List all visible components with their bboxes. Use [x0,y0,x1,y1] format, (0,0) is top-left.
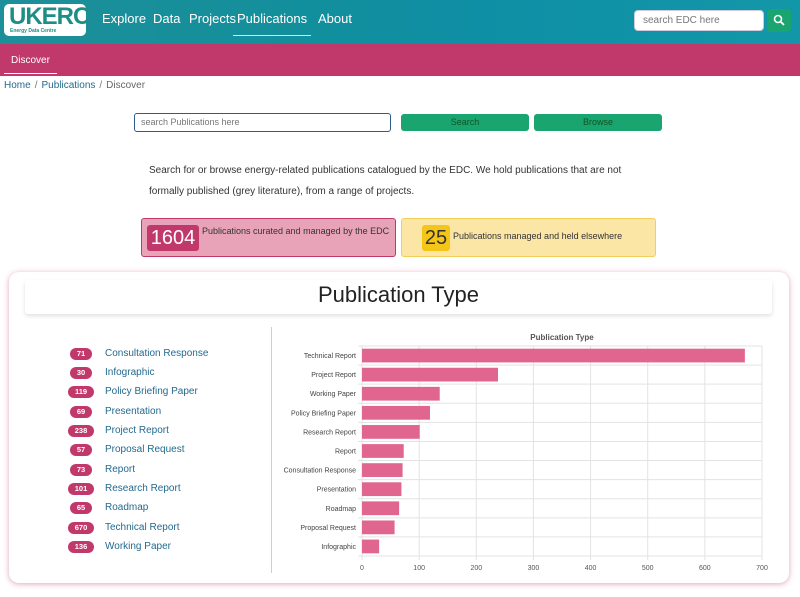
type-link[interactable]: Project Report [105,425,169,436]
count-badge: 670 [68,522,94,534]
breadcrumb-current: Discover [106,80,146,91]
edc-search-input[interactable]: search EDC here [634,10,764,31]
x-tick-label: 400 [585,565,597,572]
y-tick-label: Research Report [303,429,356,436]
y-tick-label: Working Paper [310,391,357,398]
count-badge: 30 [70,367,92,379]
y-tick-label: Consultation Response [284,468,356,475]
count-badge: 71 [70,348,92,360]
bar [362,463,403,477]
stat-elsewhere-label: Publications managed and held elsewhere [453,231,623,241]
stat-curated[interactable]: 1604 Publications curated and managed by… [141,218,396,257]
search-icon [773,14,785,26]
panel-title: Publication Type [317,282,480,307]
logo-subtext: Energy Data Centre [10,28,57,34]
count-badge: 119 [68,386,94,398]
y-tick-label: Project Report [311,372,356,379]
sub-navbar: Discover [0,44,800,76]
count-badge: 101 [68,483,94,495]
breadcrumb: Home / Publications / Discover [4,80,145,91]
x-tick-label: 100 [413,565,425,572]
y-tick-label: Technical Report [304,353,356,360]
breadcrumb-home[interactable]: Home [4,80,31,91]
bar [362,348,745,363]
type-link[interactable]: Proposal Request [105,444,185,455]
stat-curated-count: 1604 [147,225,199,251]
stat-elsewhere[interactable]: 25 Publications managed and held elsewhe… [401,218,656,257]
bar [362,405,430,420]
type-link[interactable]: Working Paper [105,541,171,552]
y-tick-label: Report [335,449,356,456]
count-badge: 57 [70,444,92,456]
x-tick-label: 200 [470,565,482,572]
count-badge: 238 [68,425,94,437]
nav-projects[interactable]: Projects [189,11,236,26]
intro-text: Search for or browse energy-related publ… [149,165,622,197]
type-link[interactable]: Consultation Response [105,348,209,359]
count-badge: 69 [70,406,92,418]
breadcrumb-separator: / [99,80,103,91]
y-tick-label: Policy Briefing Paper [291,410,357,417]
type-link[interactable]: Presentation [105,406,162,417]
panel-divider [271,327,272,573]
bar [362,501,400,516]
count-badge: 73 [70,464,92,476]
bar [362,444,404,458]
x-tick-label: 700 [756,565,768,572]
nav-data[interactable]: Data [153,11,181,26]
x-tick-label: 300 [528,565,540,572]
y-tick-label: Infographic [321,544,356,551]
browse-button[interactable]: Browse [534,114,662,131]
y-tick-label: Presentation [317,487,356,494]
stat-curated-label: Publications curated and managed by the … [202,226,390,236]
type-link[interactable]: Technical Report [105,522,180,533]
y-tick-label: Roadmap [326,506,356,513]
nav-about[interactable]: About [318,11,352,26]
x-tick-label: 600 [699,565,711,572]
y-tick-label: Proposal Request [300,525,356,532]
top-navbar: UKERC Energy Data Centre Explore Data Pr… [0,0,800,44]
logo-text: UKERC [9,3,90,30]
type-link[interactable]: Policy Briefing Paper [105,386,198,397]
bar [362,539,380,554]
breadcrumb-separator: / [34,80,38,91]
bar [362,367,498,382]
count-badge: 65 [70,502,92,514]
count-badge: 136 [68,541,94,553]
publication-type-chart: Publication Type 0 100 200 300 400 500 600 700 Te… [284,333,768,572]
nav-publications[interactable]: Publications [233,0,312,36]
type-link[interactable]: Report [105,464,136,475]
subnav-discover[interactable]: Discover [4,47,57,74]
bar [362,425,420,439]
x-tick-label: 0 [360,565,364,572]
panel-title-box [25,280,772,314]
x-tick-label: 500 [642,565,654,572]
type-link[interactable]: Roadmap [105,502,149,513]
publications-search-input[interactable]: search Publications here [134,113,391,132]
edc-search-button[interactable] [767,9,791,32]
bar [362,386,440,401]
chart-title: Publication Type [530,333,594,342]
bar [362,520,395,535]
type-link[interactable]: Research Report [105,483,181,494]
search-button[interactable]: Search [401,114,529,131]
type-link[interactable]: Infographic [105,367,155,378]
bar [362,482,402,497]
stat-elsewhere-count: 25 [422,225,450,251]
ukerc-logo[interactable]: UKERC Energy Data Centre [4,3,90,36]
nav-explore[interactable]: Explore [102,11,147,26]
breadcrumb-publications[interactable]: Publications [41,80,96,91]
